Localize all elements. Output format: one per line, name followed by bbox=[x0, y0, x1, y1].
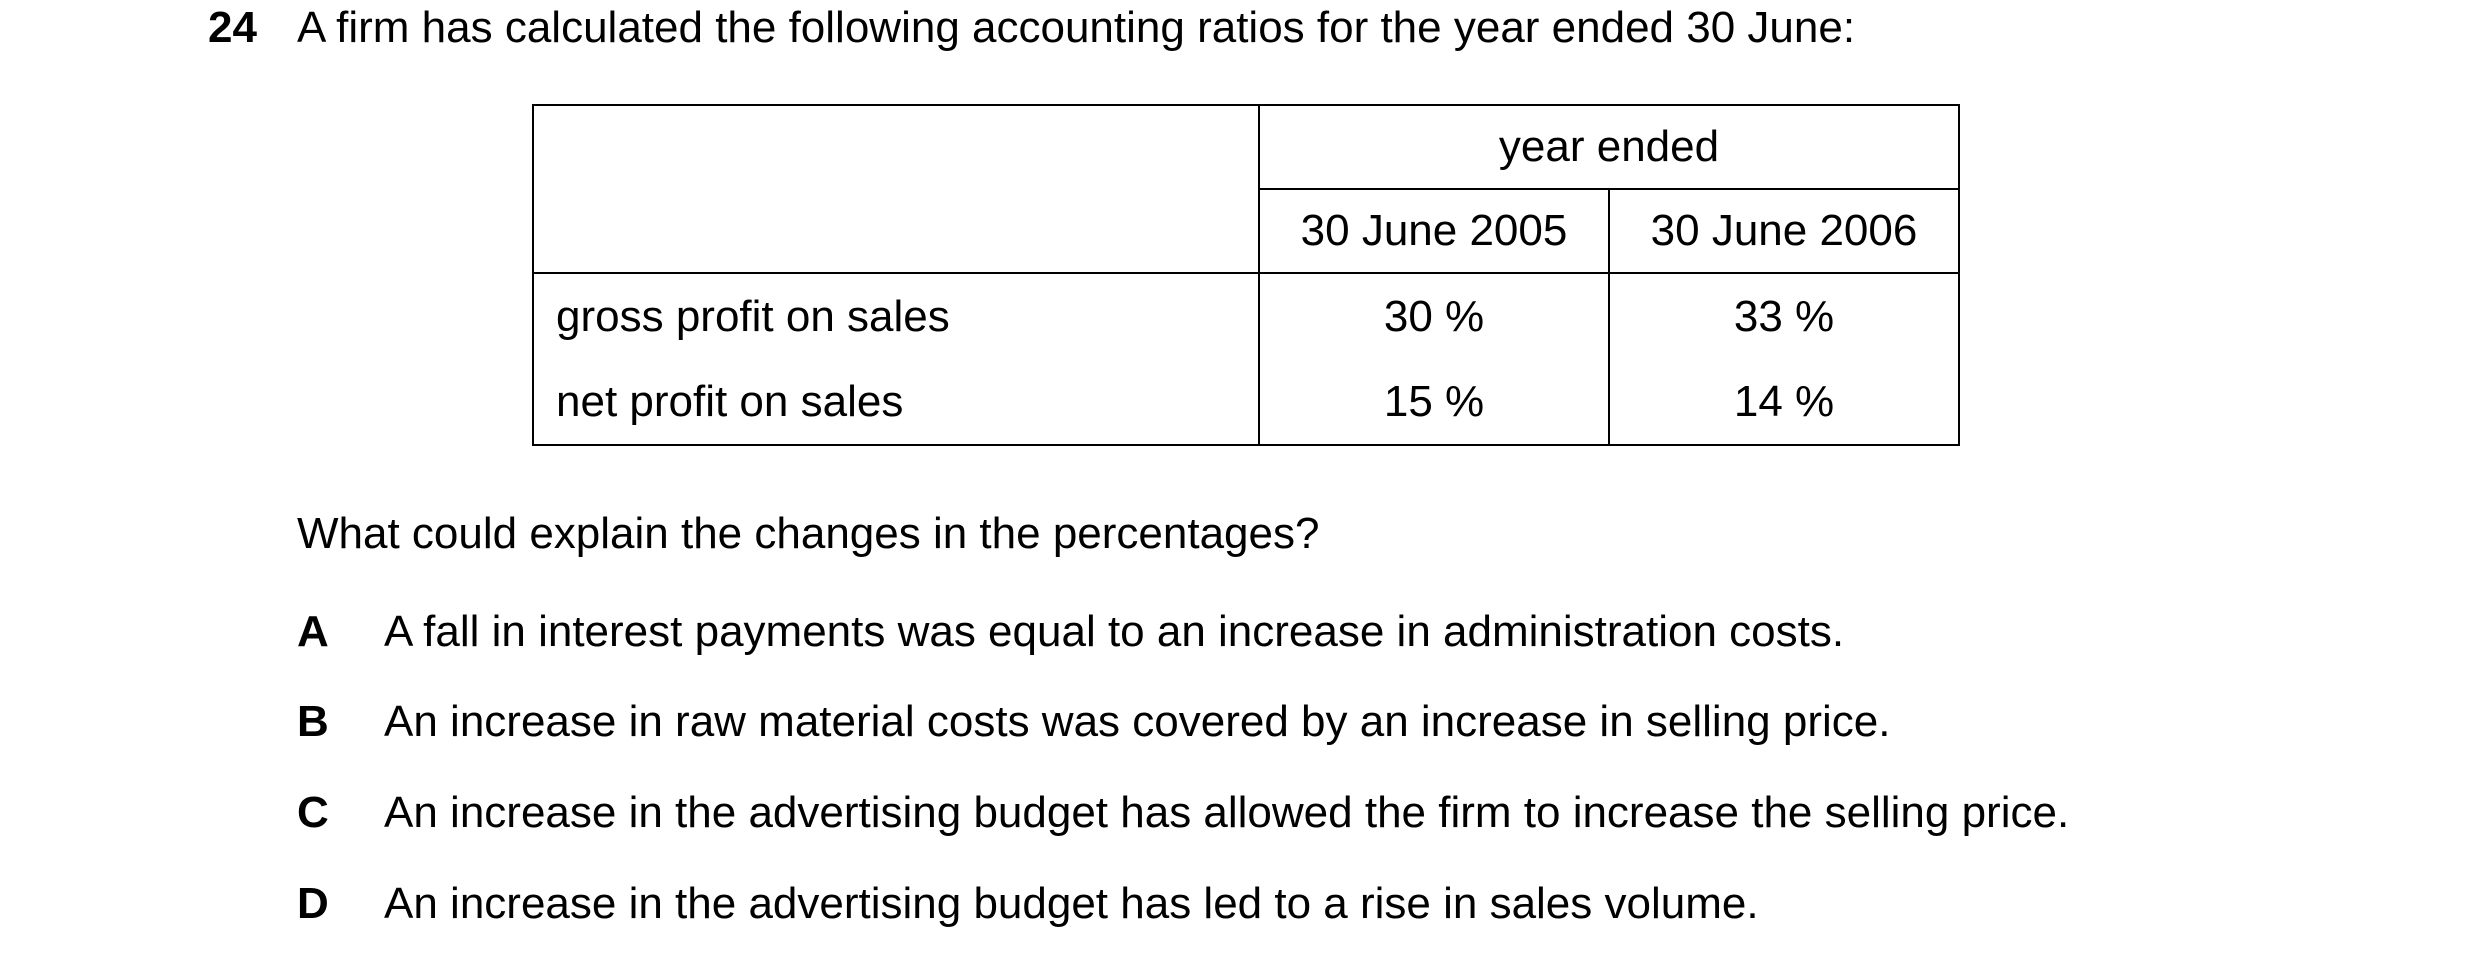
net-profit-2006: 14 % bbox=[1608, 360, 1960, 446]
gross-profit-2006: 33 % bbox=[1608, 272, 1960, 360]
question-prompt: What could explain the changes in the pe… bbox=[297, 509, 1320, 558]
table-header-row: year ended bbox=[532, 104, 1960, 274]
gross-profit-2005: 30 % bbox=[1258, 272, 1610, 360]
question-number: 24 bbox=[208, 3, 257, 52]
table-date-row: 30 June 2005 30 June 2006 bbox=[533, 188, 1960, 274]
option-text: A fall in interest payments was equal to… bbox=[384, 607, 1845, 656]
option-letter: B bbox=[297, 697, 329, 746]
table-row: gross profit on sales 30 % 33 % bbox=[532, 272, 1960, 360]
question-stem: A firm has calculated the following acco… bbox=[297, 3, 1856, 52]
column-header-2005: 30 June 2005 bbox=[1258, 188, 1610, 274]
year-ended-header: year ended bbox=[1258, 104, 1960, 190]
option-letter: A bbox=[297, 607, 329, 656]
table-corner-cell bbox=[532, 104, 1260, 274]
row-label-net-profit: net profit on sales bbox=[532, 360, 1260, 446]
net-profit-2005: 15 % bbox=[1258, 360, 1610, 446]
option-text: An increase in the advertising budget ha… bbox=[384, 788, 2070, 837]
option-letter: D bbox=[297, 879, 329, 928]
option-text: An increase in raw material costs was co… bbox=[384, 697, 1891, 746]
ratios-table: year ended 30 June 2005 30 June 2006 gro… bbox=[532, 104, 1960, 446]
row-label-gross-profit: gross profit on sales bbox=[532, 272, 1260, 360]
option-text: An increase in the advertising budget ha… bbox=[384, 879, 1759, 928]
option-letter: C bbox=[297, 788, 329, 837]
column-header-2006: 30 June 2006 bbox=[1608, 188, 1960, 274]
table-row: net profit on sales 15 % 14 % bbox=[532, 360, 1960, 446]
